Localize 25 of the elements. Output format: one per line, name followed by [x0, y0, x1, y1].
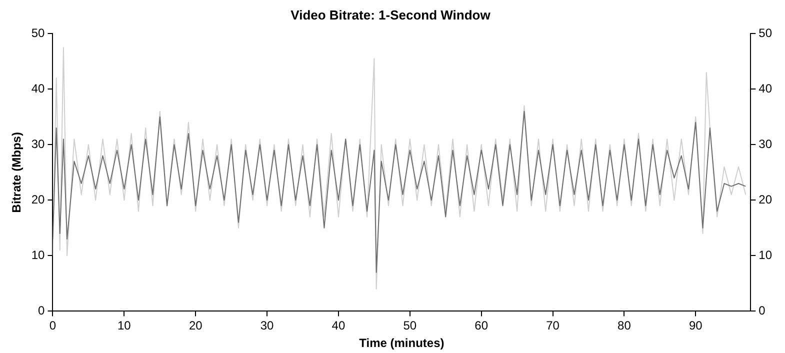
x-tick-label: 0 [49, 318, 56, 333]
x-tick-label: 70 [546, 318, 560, 333]
y2-tick-label: 0 [758, 304, 766, 318]
x-tick-label: 90 [688, 318, 703, 333]
y-axis-title: Bitrate (Mbps) [10, 132, 24, 213]
y-tick-label: 40 [31, 81, 46, 96]
x-tick-label: 60 [474, 318, 488, 333]
y2-tick-label: 30 [758, 136, 772, 151]
x-tick-label: 50 [403, 318, 417, 333]
y-tick-label: 10 [31, 248, 46, 262]
y-tick-label: 0 [38, 304, 46, 318]
x-tick-label: 20 [188, 318, 203, 333]
x-axis-title: Time (minutes) [359, 336, 444, 350]
y-tick-label: 50 [31, 26, 46, 40]
chart-title: Video Bitrate: 1-Second Window [290, 7, 492, 22]
y-tick-label: 20 [31, 192, 46, 206]
y2-tick-label: 50 [758, 26, 772, 40]
x-tick-label: 40 [332, 318, 346, 333]
y2-tick-label: 40 [758, 81, 772, 96]
y2-tick-label: 20 [758, 192, 772, 206]
y2-tick-label: 10 [758, 248, 772, 262]
x-tick-label: 30 [260, 318, 274, 333]
x-tick-label: 10 [118, 318, 132, 333]
x-tick-label: 80 [618, 318, 632, 333]
y-tick-label: 30 [31, 136, 46, 151]
